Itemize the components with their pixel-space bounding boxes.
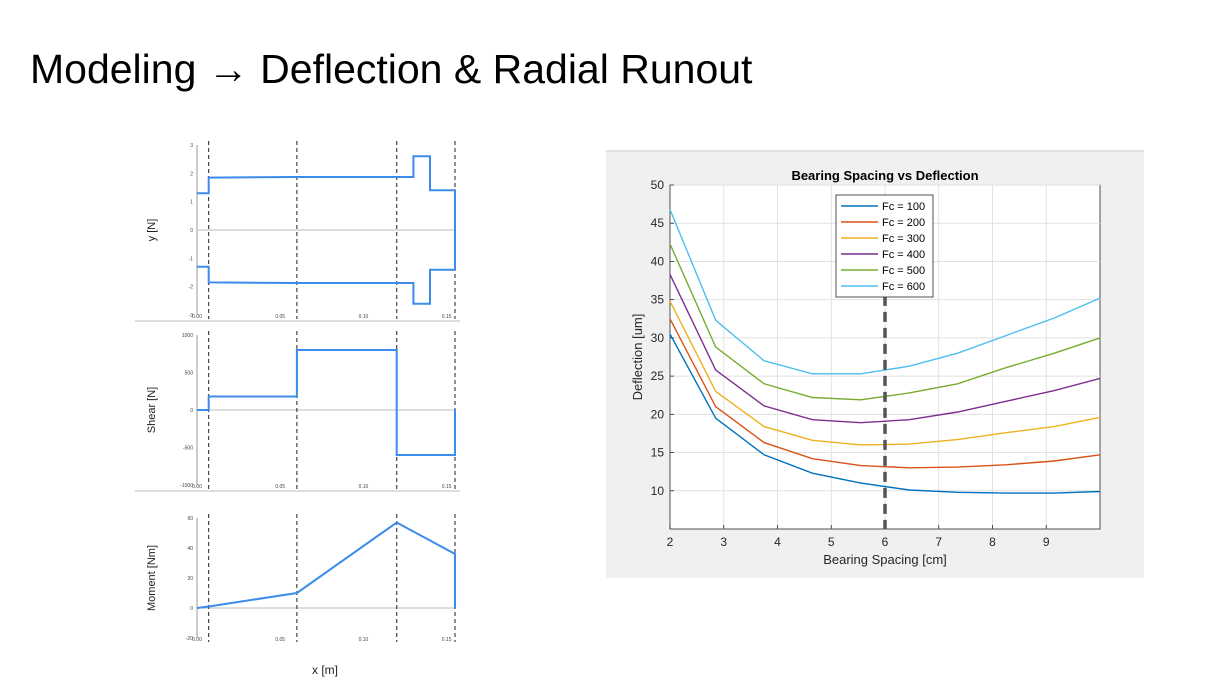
moment-series-line [196, 521, 456, 609]
x-tick-label: 4 [774, 535, 781, 549]
y-tick-label: 25 [651, 369, 665, 383]
shear-subplot: -1000 -500 0 500 1000 0.00 0.05 0.10 0.15 Shear [… [135, 331, 460, 492]
y-y-tick-label: 0 [190, 228, 193, 234]
x-axis-label: Bearing Spacing [cm] [823, 552, 947, 567]
y-y-axis-label: y [N] [146, 219, 158, 242]
slide-title: Modeling → Deflection & Radial Runout [30, 46, 753, 92]
y-y-tick-label: -1 [189, 256, 194, 262]
y-tick-label: 20 [651, 407, 665, 421]
legend-label: Fc = 500 [882, 265, 925, 277]
shear-x-tick-label: 0.05 [275, 484, 285, 490]
x-tick-label: 9 [1043, 535, 1050, 549]
series-line [669, 333, 1101, 494]
legend-label: Fc = 100 [882, 201, 925, 213]
legend-label: Fc = 300 [882, 233, 925, 245]
shear-x-tick-label: 0.00 [192, 484, 202, 490]
y-x-tick-label: 0.00 [192, 314, 202, 320]
y-x-tick-label: 0.05 [275, 314, 285, 320]
series-line [669, 274, 1101, 424]
moment-x-tick-label: 0.15 [442, 637, 452, 643]
legend-label: Fc = 200 [882, 217, 925, 229]
y-series-line [197, 155, 456, 270]
shear-y-tick-label: 0 [190, 408, 193, 414]
y-x-tick-label: 0.10 [359, 314, 369, 320]
moment-x-tick-label: 0.05 [275, 637, 285, 643]
series-line [669, 318, 1101, 469]
moment-y-tick-label: 20 [187, 576, 193, 582]
y-tick-label: 35 [651, 293, 665, 307]
shear-y-tick-label: 500 [185, 371, 194, 377]
moment-y-tick-label: 0 [190, 606, 193, 612]
shear-x-tick-label: 0.10 [359, 484, 369, 490]
left-x-axis-label: x [m] [312, 663, 338, 677]
y-y-tick-label: -2 [189, 285, 194, 291]
y-y-tick-label: -3 [189, 313, 194, 319]
y-subplot: -3 -2 -1 0 1 2 3 0.00 0.05 0.10 0.15 y [N] [135, 141, 460, 322]
x-tick-label: 5 [828, 535, 835, 549]
y-tick-label: 10 [651, 484, 665, 498]
x-tick-label: 8 [989, 535, 996, 549]
moment-y-axis-label: Moment [Nm] [146, 545, 158, 611]
shear-series-line [197, 349, 456, 456]
y-axis-label: Deflection [um] [630, 314, 645, 401]
y-series-line [197, 265, 455, 305]
y-tick-label: 50 [651, 178, 665, 192]
shear-y-tick-label: -1000 [180, 483, 193, 489]
moment-y-tick-label: 60 [187, 516, 193, 522]
y-y-tick-label: 3 [190, 143, 193, 149]
shear-x-tick-label: 0.15 [442, 484, 452, 490]
beam-analysis-figure: -3 -2 -1 0 1 2 3 0.00 0.05 0.10 0.15 y [N] -1000 -50… [135, 141, 460, 677]
y-y-tick-label: 2 [190, 171, 193, 177]
moment-y-tick-label: 40 [187, 546, 193, 552]
legend-box [835, 194, 934, 298]
x-tick-label: 2 [667, 535, 674, 549]
moment-x-tick-label: 0.00 [192, 637, 202, 643]
y-x-tick-label: 0.15 [442, 314, 452, 320]
legend-label: Fc = 600 [882, 281, 925, 293]
y-tick-label: 40 [651, 254, 665, 268]
y-tick-label: 30 [651, 331, 665, 345]
y-tick-label: 15 [651, 446, 665, 460]
shear-y-axis-label: Shear [N] [146, 387, 158, 433]
x-tick-label: 3 [720, 535, 727, 549]
moment-y-tick-label: -20 [186, 636, 193, 642]
moment-x-tick-label: 0.10 [359, 637, 369, 643]
legend-label: Fc = 400 [882, 249, 925, 261]
x-tick-label: 7 [935, 535, 942, 549]
chart-title: Bearing Spacing vs Deflection [791, 168, 978, 183]
y-y-tick-label: 1 [190, 200, 193, 206]
y-tick-label: 45 [651, 216, 665, 230]
x-tick-label: 6 [882, 535, 889, 549]
shear-y-tick-label: -500 [183, 446, 193, 452]
shear-y-tick-label: 1000 [182, 333, 193, 339]
series-line [669, 209, 1101, 375]
moment-subplot: -20 0 20 40 60 0.00 0.05 0.10 0.15 Moment [Nm] [146, 514, 456, 643]
